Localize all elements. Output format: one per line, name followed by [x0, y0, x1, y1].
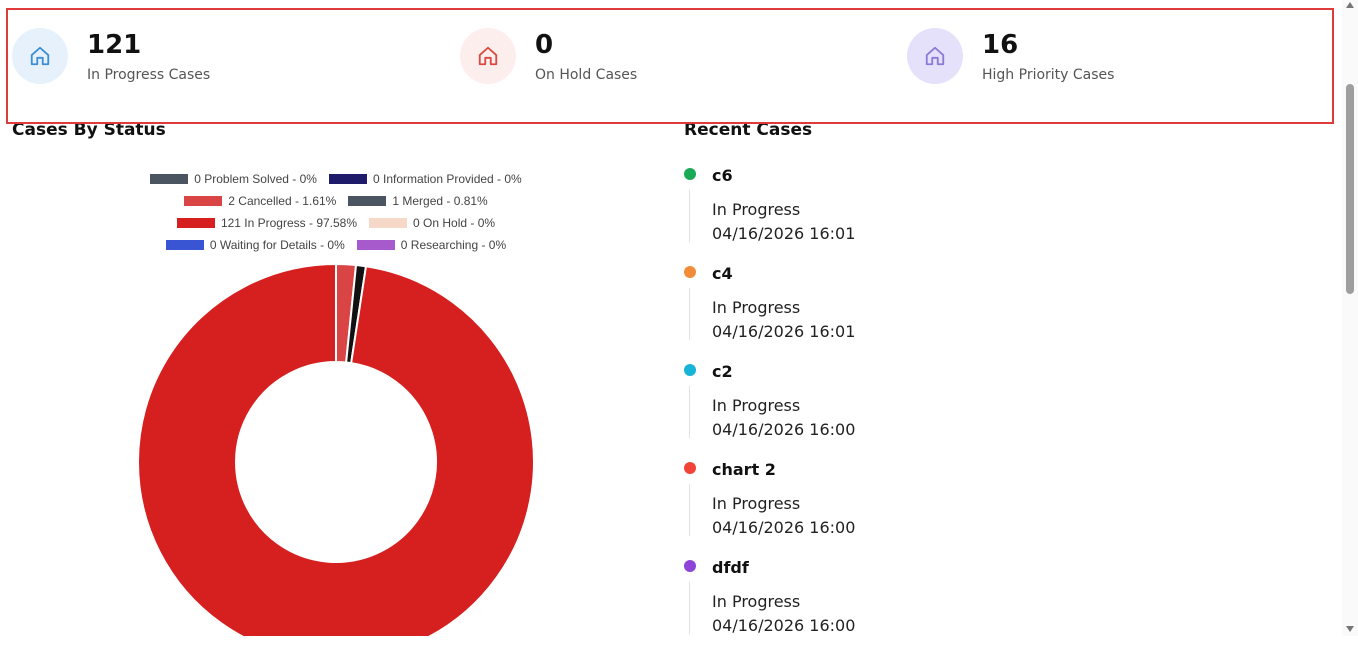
case-timestamp: 04/16/2026 16:01: [712, 224, 856, 243]
recent-case-item[interactable]: c2 In Progress 04/16/2026 16:00: [684, 358, 984, 456]
timeline-line: [689, 190, 690, 242]
case-name: c6: [712, 166, 733, 185]
stat-card-on-hold[interactable]: 0 On Hold Cases: [460, 28, 860, 88]
stat-card-in-progress[interactable]: 121 In Progress Cases: [12, 28, 412, 88]
stat-label: High Priority Cases: [982, 67, 1115, 83]
stat-value: 121: [87, 30, 142, 60]
legend-swatch: [176, 218, 215, 228]
highlight-frame: [6, 8, 1334, 124]
legend-label: 121 In Progress - 97.58%: [220, 216, 358, 230]
stat-card-high-priority[interactable]: 16 High Priority Cases: [907, 28, 1307, 88]
status-dot: [684, 364, 696, 376]
legend-row: 0 Waiting for Details - 0% 0 Researching…: [0, 238, 672, 252]
home-icon: [12, 28, 68, 84]
status-dot: [684, 168, 696, 180]
legend-label: 0 Problem Solved - 0%: [194, 172, 317, 186]
case-status: In Progress: [712, 494, 801, 513]
legend-label: 0 Information Provided - 0%: [372, 172, 522, 186]
case-status: In Progress: [712, 200, 801, 219]
status-dot: [684, 560, 696, 572]
legend-item-waiting-for-details[interactable]: 0 Waiting for Details - 0%: [165, 238, 345, 252]
legend-swatch: [348, 196, 387, 206]
case-name: chart 2: [712, 460, 776, 479]
legend-label: 2 Cancelled - 1.61%: [228, 194, 337, 208]
legend-swatch: [184, 196, 223, 206]
legend-item-on-hold[interactable]: 0 On Hold - 0%: [369, 216, 495, 230]
case-name: c4: [712, 264, 733, 283]
recent-cases-title: Recent Cases: [684, 120, 813, 140]
legend-row: 2 Cancelled - 1.61% 1 Merged - 0.81%: [0, 194, 672, 208]
case-timestamp: 04/16/2026 16:00: [712, 518, 856, 537]
legend-label: 1 Merged - 0.81%: [392, 194, 488, 208]
vertical-scrollbar[interactable]: [1342, 0, 1358, 636]
legend-swatch: [356, 240, 395, 250]
home-icon: [460, 28, 516, 84]
legend-item-information-provided[interactable]: 0 Information Provided - 0%: [328, 172, 522, 186]
scroll-down-arrow-icon[interactable]: [1346, 626, 1354, 632]
legend-swatch: [328, 174, 367, 184]
stat-label: On Hold Cases: [535, 67, 638, 83]
status-dot: [684, 266, 696, 278]
stat-label: In Progress Cases: [87, 67, 211, 83]
scrollbar-thumb[interactable]: [1346, 84, 1354, 294]
timeline-line: [689, 582, 690, 634]
stat-value: 16: [982, 30, 1019, 60]
recent-case-item[interactable]: c4 In Progress 04/16/2026 16:01: [684, 260, 984, 358]
donut-slice-in-progress[interactable]: [137, 262, 536, 636]
case-timestamp: 04/16/2026 16:00: [712, 420, 856, 439]
case-name: dfdf: [712, 558, 749, 577]
legend-item-merged[interactable]: 1 Merged - 0.81%: [348, 194, 488, 208]
cases-by-status-title: Cases By Status: [12, 120, 166, 140]
cases-by-status-donut-chart: [137, 262, 536, 636]
timeline-line: [689, 288, 690, 340]
recent-case-item[interactable]: c6 In Progress 04/16/2026 16:01: [684, 162, 984, 260]
legend-swatch: [150, 174, 189, 184]
legend-item-researching[interactable]: 0 Researching - 0%: [356, 238, 507, 252]
legend-swatch: [165, 240, 204, 250]
legend-label: 0 Waiting for Details - 0%: [209, 238, 345, 252]
timeline-line: [689, 386, 690, 438]
legend-label: 0 Researching - 0%: [400, 238, 507, 252]
case-name: c2: [712, 362, 733, 381]
status-dot: [684, 462, 696, 474]
scroll-up-arrow-icon[interactable]: [1346, 2, 1354, 8]
legend-row: 0 Problem Solved - 0% 0 Information Prov…: [0, 172, 672, 186]
legend-item-in-progress[interactable]: 121 In Progress - 97.58%: [176, 216, 358, 230]
recent-case-item[interactable]: dfdf In Progress 04/16/2026 16:00: [684, 554, 984, 652]
case-timestamp: 04/16/2026 16:01: [712, 322, 856, 341]
legend-swatch: [369, 218, 408, 228]
legend-item-cancelled[interactable]: 2 Cancelled - 1.61%: [184, 194, 336, 208]
timeline-line: [689, 484, 690, 536]
case-status: In Progress: [712, 298, 801, 317]
recent-case-item[interactable]: chart 2 In Progress 04/16/2026 16:00: [684, 456, 984, 554]
case-status: In Progress: [712, 396, 801, 415]
legend-item-problem-solved[interactable]: 0 Problem Solved - 0%: [150, 172, 317, 186]
legend-row: 121 In Progress - 97.58% 0 On Hold - 0%: [0, 216, 672, 230]
stat-value: 0: [535, 30, 554, 60]
legend-label: 0 On Hold - 0%: [413, 216, 496, 230]
case-status: In Progress: [712, 592, 801, 611]
home-icon: [907, 28, 963, 84]
case-timestamp: 04/16/2026 16:00: [712, 616, 856, 635]
